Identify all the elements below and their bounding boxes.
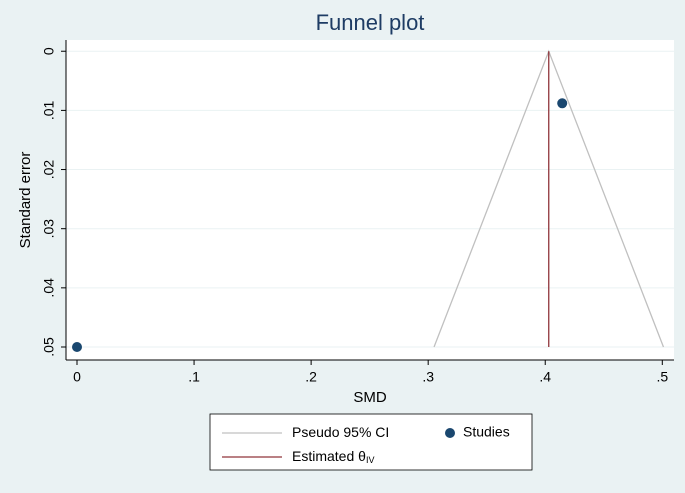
y-tick-label: .02 [41, 160, 57, 180]
chart-title: Funnel plot [316, 10, 425, 35]
legend-label-text: Pseudo 95% CI [292, 424, 389, 440]
plot-area [66, 40, 674, 360]
y-tick-label: .03 [41, 219, 57, 239]
x-axis-title: SMD [353, 389, 387, 406]
x-tick-label: .1 [188, 369, 200, 385]
y-axis-title: Standard error [17, 152, 34, 249]
legend-label: Studies [463, 424, 510, 440]
y-tick-label: .04 [41, 278, 57, 298]
y-tick-label: .01 [41, 100, 57, 120]
legend-label-subscript: IV [366, 455, 375, 465]
y-tick-label: 0 [41, 47, 57, 55]
legend [209, 413, 533, 471]
study-point [557, 98, 568, 109]
x-tick-label: .4 [539, 369, 551, 385]
legend-swatch [445, 428, 455, 438]
study-point [72, 341, 83, 352]
legend-label-text: Estimated θ [292, 448, 366, 464]
legend-label: Pseudo 95% CI [292, 424, 389, 440]
x-tick-label: .5 [656, 369, 668, 385]
x-tick-label: .2 [305, 369, 317, 385]
y-tick-label: .05 [41, 337, 57, 357]
x-tick-label: 0 [73, 369, 81, 385]
x-tick-label: .3 [422, 369, 434, 385]
legend-label: Estimated θIV [292, 448, 374, 466]
